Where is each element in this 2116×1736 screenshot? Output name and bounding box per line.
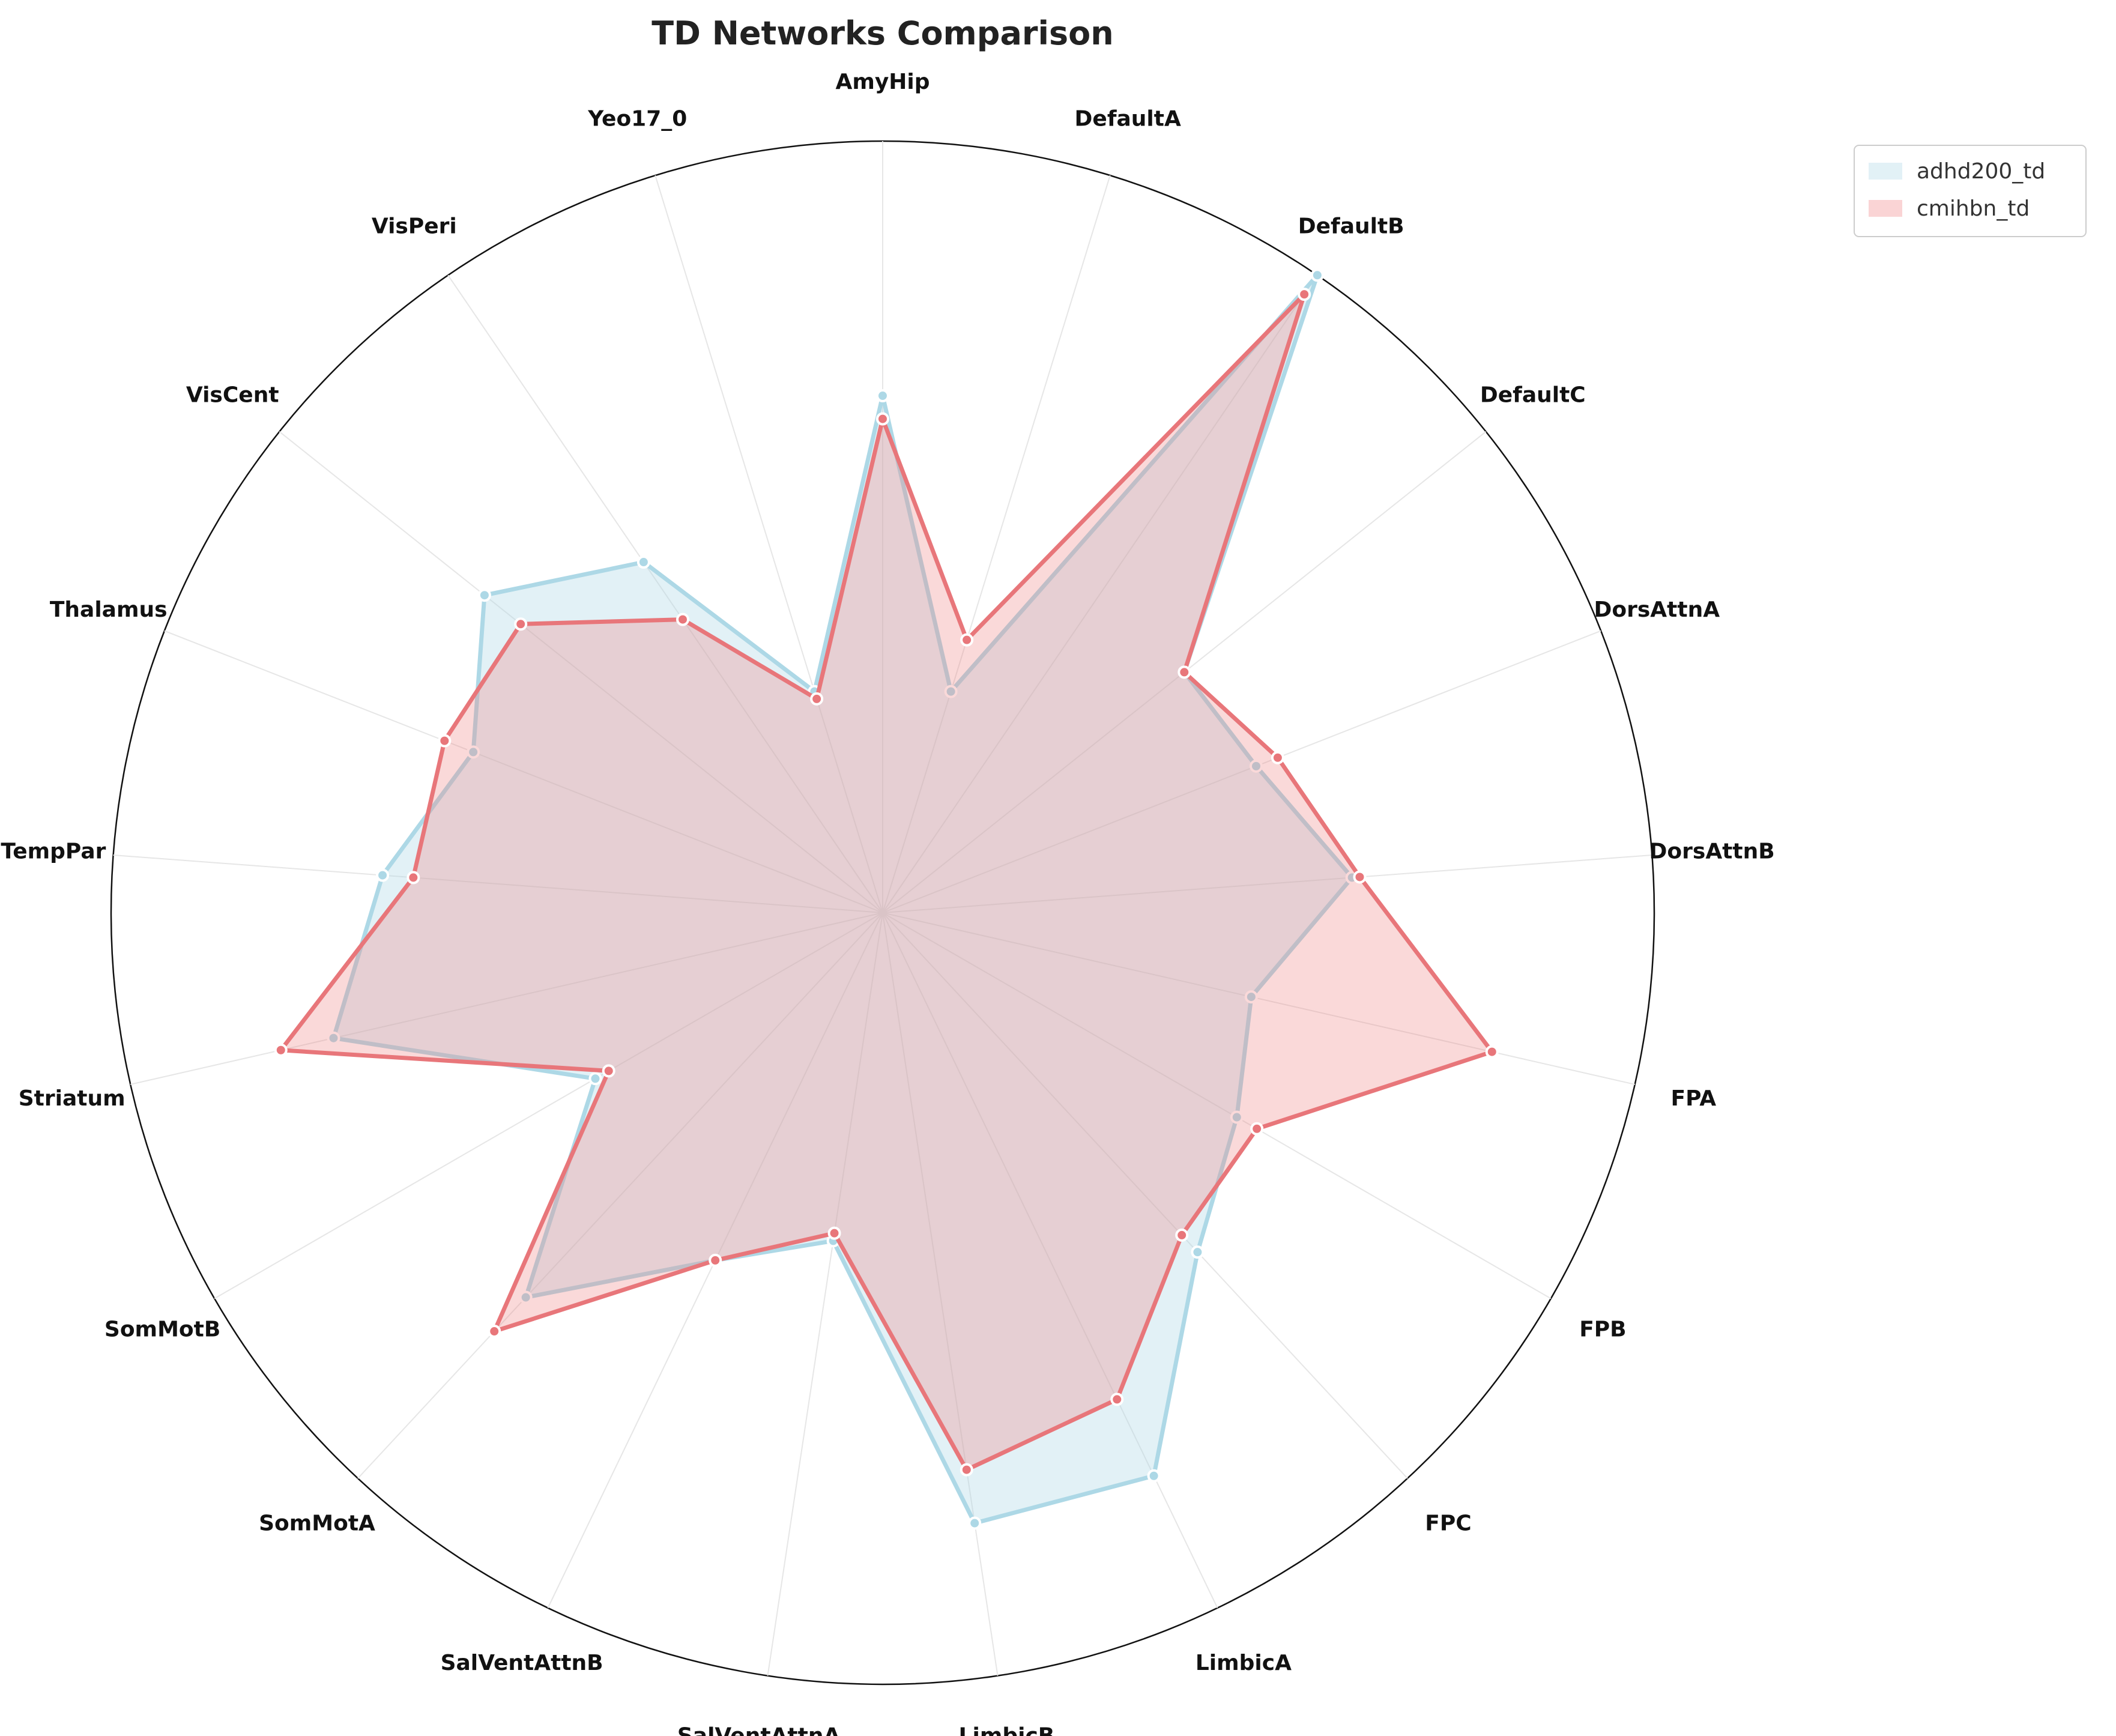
- axis-label-DefaultA: DefaultA: [1075, 107, 1181, 132]
- spoke-TempPar: [113, 854, 883, 913]
- axis-label-FPA: FPA: [1671, 1086, 1717, 1111]
- point-adhd200_td-FPA: [1244, 990, 1258, 1004]
- point-cmihbn_td-TempPar: [407, 871, 420, 885]
- point-adhd200_td-TempPar: [376, 868, 390, 882]
- point-adhd200_td-FPB: [1230, 1110, 1244, 1124]
- point-cmihbn_td-SalVentAttnB: [709, 1253, 722, 1267]
- point-cmihbn_td-FPC: [1175, 1228, 1189, 1242]
- point-cmihbn_td-VisCent: [514, 617, 528, 631]
- point-cmihbn_td-FPB: [1250, 1122, 1264, 1136]
- point-cmihbn_td-SalVentAttnA: [827, 1226, 841, 1240]
- point-adhd200_td-VisCent: [477, 588, 491, 602]
- axis-label-Striatum: Striatum: [19, 1086, 125, 1111]
- spoke-VisPeri: [447, 274, 883, 913]
- series-fill-adhd200_td: [333, 275, 1352, 1523]
- point-adhd200_td-LimbicA: [1147, 1469, 1161, 1483]
- point-adhd200_td-DefaultA: [944, 685, 958, 698]
- point-cmihbn_td-DefaultB: [1298, 288, 1311, 301]
- axis-label-SalVentAttnB: SalVentAttnB: [441, 1651, 603, 1675]
- spoke-VisCent: [279, 431, 883, 913]
- point-cmihbn_td-DefaultC: [1177, 665, 1191, 679]
- point-cmihbn_td-DefaultA: [960, 633, 974, 647]
- legend-label-adhd200: adhd200_td: [1917, 159, 2045, 184]
- spoke-FPA: [882, 912, 1636, 1085]
- point-adhd200_td-FPC: [1191, 1245, 1205, 1259]
- point-cmihbn_td-Thalamus: [438, 734, 452, 748]
- point-adhd200_td-SomMotB: [588, 1072, 602, 1086]
- point-adhd200_td-DorsAttnA: [1250, 759, 1263, 773]
- spoke-DefaultA: [882, 175, 1111, 913]
- axis-label-DefaultB: DefaultB: [1298, 214, 1404, 239]
- point-adhd200_td-LimbicB: [968, 1516, 982, 1530]
- axis-label-TempPar: TempPar: [1, 839, 106, 864]
- axis-label-DorsAttnB: DorsAttnB: [1649, 839, 1775, 864]
- point-cmihbn_td-FPA: [1485, 1045, 1499, 1059]
- point-cmihbn_td-VisPeri: [676, 612, 690, 626]
- point-cmihbn_td-LimbicB: [960, 1463, 973, 1477]
- spoke-DorsAttnA: [882, 630, 1601, 913]
- spoke-SomMotB: [214, 912, 883, 1299]
- axis-label-AmyHip: AmyHip: [835, 70, 930, 94]
- point-adhd200_td-Striatum: [327, 1031, 340, 1045]
- point-cmihbn_td-SomMotB: [602, 1064, 615, 1078]
- series-adhd200_td: [327, 268, 1359, 1530]
- point-adhd200_td-AmyHip: [876, 389, 889, 403]
- spoke-SomMotA: [357, 912, 883, 1479]
- spoke-LimbicB: [882, 912, 999, 1676]
- spoke-Thalamus: [164, 630, 883, 913]
- axis-label-LimbicA: LimbicA: [1196, 1651, 1292, 1675]
- axis-labels: AmyHip DefaultA DefaultB DefaultC DorsAttnA D…: [1, 70, 1774, 1736]
- point-cmihbn_td-DorsAttnA: [1271, 751, 1284, 764]
- point-adhd200_td-VisPeri: [636, 555, 650, 569]
- legend-label-cmihbn: cmihbn_td: [1917, 196, 2030, 221]
- point-cmihbn_td-AmyHip: [876, 412, 889, 426]
- point-cmihbn_td-Yeo17_0: [810, 692, 824, 706]
- axis-label-SalVentAttnA: SalVentAttnA: [677, 1724, 841, 1736]
- spoke-FPB: [882, 912, 1552, 1299]
- axis-label-DefaultC: DefaultC: [1480, 383, 1586, 408]
- spoke-Yeo17_0: [654, 175, 883, 913]
- axis-label-FPB: FPB: [1579, 1317, 1626, 1342]
- point-cmihbn_td-DorsAttnB: [1353, 870, 1367, 884]
- series-fill-cmihbn_td: [280, 294, 1492, 1470]
- axis-label-Yeo17_0: Yeo17_0: [587, 107, 687, 132]
- radar-series: [274, 268, 1499, 1530]
- axis-label-SomMotB: SomMotB: [104, 1317, 220, 1342]
- legend-frame: [1854, 145, 2087, 237]
- series-line-cmihbn_td: [279, 292, 1495, 1472]
- legend-swatch-adhd200: [1869, 163, 1902, 180]
- axis-label-VisCent: VisCent: [186, 383, 279, 408]
- spoke-DorsAttnB: [882, 854, 1652, 913]
- point-cmihbn_td-LimbicA: [1110, 1393, 1124, 1406]
- point-cmihbn_td-Striatum: [274, 1043, 288, 1057]
- spoke-DefaultB: [882, 274, 1318, 913]
- axis-label-DorsAttnA: DorsAttnA: [1594, 597, 1720, 622]
- axis-label-SomMotA: SomMotA: [259, 1511, 375, 1535]
- chart-title: TD Networks Comparison: [651, 14, 1113, 52]
- legend-swatch-cmihbn: [1869, 200, 1902, 217]
- series-cmihbn_td: [274, 288, 1499, 1477]
- point-adhd200_td-Thalamus: [467, 745, 480, 759]
- axis-label-Thalamus: Thalamus: [50, 597, 168, 622]
- spoke-LimbicA: [882, 912, 1218, 1609]
- axis-label-FPC: FPC: [1425, 1511, 1471, 1535]
- axis-label-VisPeri: VisPeri: [372, 214, 457, 239]
- spoke-Striatum: [130, 912, 883, 1085]
- series-line-adhd200_td: [331, 273, 1355, 1525]
- spoke-SalVentAttnA: [767, 912, 883, 1676]
- point-cmihbn_td-SomMotA: [488, 1325, 501, 1338]
- legend: adhd200_td cmihbn_td: [1854, 145, 2087, 237]
- spoke-FPC: [882, 912, 1408, 1479]
- point-adhd200_td-SomMotA: [519, 1290, 533, 1304]
- axis-label-LimbicB: LimbicB: [959, 1724, 1055, 1736]
- point-adhd200_td-DefaultB: [1310, 268, 1324, 282]
